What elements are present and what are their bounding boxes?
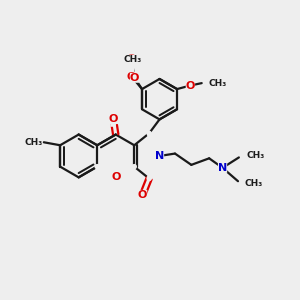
Text: O: O	[186, 80, 195, 91]
Text: CH₃: CH₃	[208, 79, 226, 88]
Text: O: O	[130, 73, 139, 83]
Text: CH₃: CH₃	[246, 152, 265, 160]
Text: CH₃: CH₃	[244, 179, 263, 188]
Text: CH₃: CH₃	[24, 138, 42, 147]
Text: CH₃: CH₃	[123, 55, 141, 64]
Text: N: N	[155, 151, 164, 161]
Text: O: O	[127, 72, 136, 82]
Text: O: O	[111, 172, 120, 182]
Text: O: O	[109, 114, 118, 124]
Text: O: O	[127, 54, 136, 64]
Text: O: O	[138, 190, 147, 200]
Text: N: N	[218, 163, 227, 173]
